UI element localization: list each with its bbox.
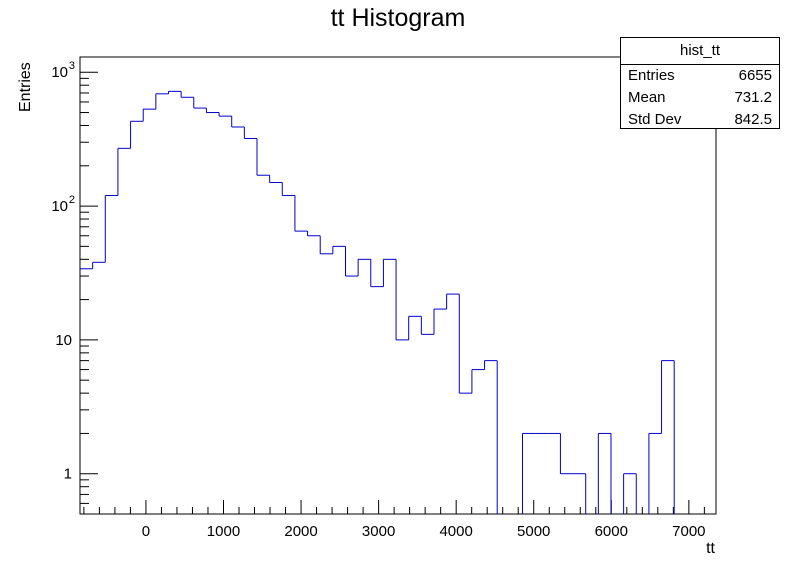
y-tick-exponent: 3 xyxy=(69,60,75,72)
x-tick-label: 6000 xyxy=(595,523,628,540)
chart-title: tt Histogram xyxy=(330,4,466,32)
x-tick-label: 4000 xyxy=(439,523,472,540)
y-tick-label: 10 xyxy=(51,198,68,215)
y-tick-label: 10 xyxy=(51,64,68,81)
x-axis-label: tt xyxy=(706,540,715,557)
stats-label: Entries xyxy=(628,67,675,84)
y-axis-label: Entries xyxy=(17,62,34,112)
stats-value: 6655 xyxy=(738,67,772,84)
stats-box: hist_tt Entries 6655 Mean 731.2 Std Dev … xyxy=(620,37,780,129)
x-tick-label: 2000 xyxy=(284,523,317,540)
x-tick-label: 5000 xyxy=(517,523,550,540)
histogram-bars xyxy=(80,90,675,514)
x-tick-label: 7000 xyxy=(672,523,705,540)
stats-row-entries: Entries 6655 xyxy=(628,65,772,87)
stats-label: Std Dev xyxy=(628,111,682,128)
x-tick-label: 3000 xyxy=(362,523,395,540)
x-axis: 0 1000 2000 3000 4000 5000 6000 7000 xyxy=(83,500,706,540)
y-tick-label: 1 xyxy=(64,466,72,483)
y-tick-label: 10 xyxy=(55,332,72,349)
plot-frame-layer xyxy=(79,56,717,515)
stats-row-mean: Mean 731.2 xyxy=(628,87,772,109)
x-tick-label: 0 xyxy=(142,523,150,540)
x-tick-label: 1000 xyxy=(207,523,240,540)
stats-label: Mean xyxy=(628,89,666,106)
plot-frame xyxy=(79,56,717,515)
stats-value: 842.5 xyxy=(734,111,772,128)
stats-value: 731.2 xyxy=(734,89,772,106)
y-tick-exponent: 2 xyxy=(69,194,75,206)
stats-box-title: hist_tt xyxy=(621,38,779,65)
stats-row-std-dev: Std Dev 842.5 xyxy=(628,109,772,131)
